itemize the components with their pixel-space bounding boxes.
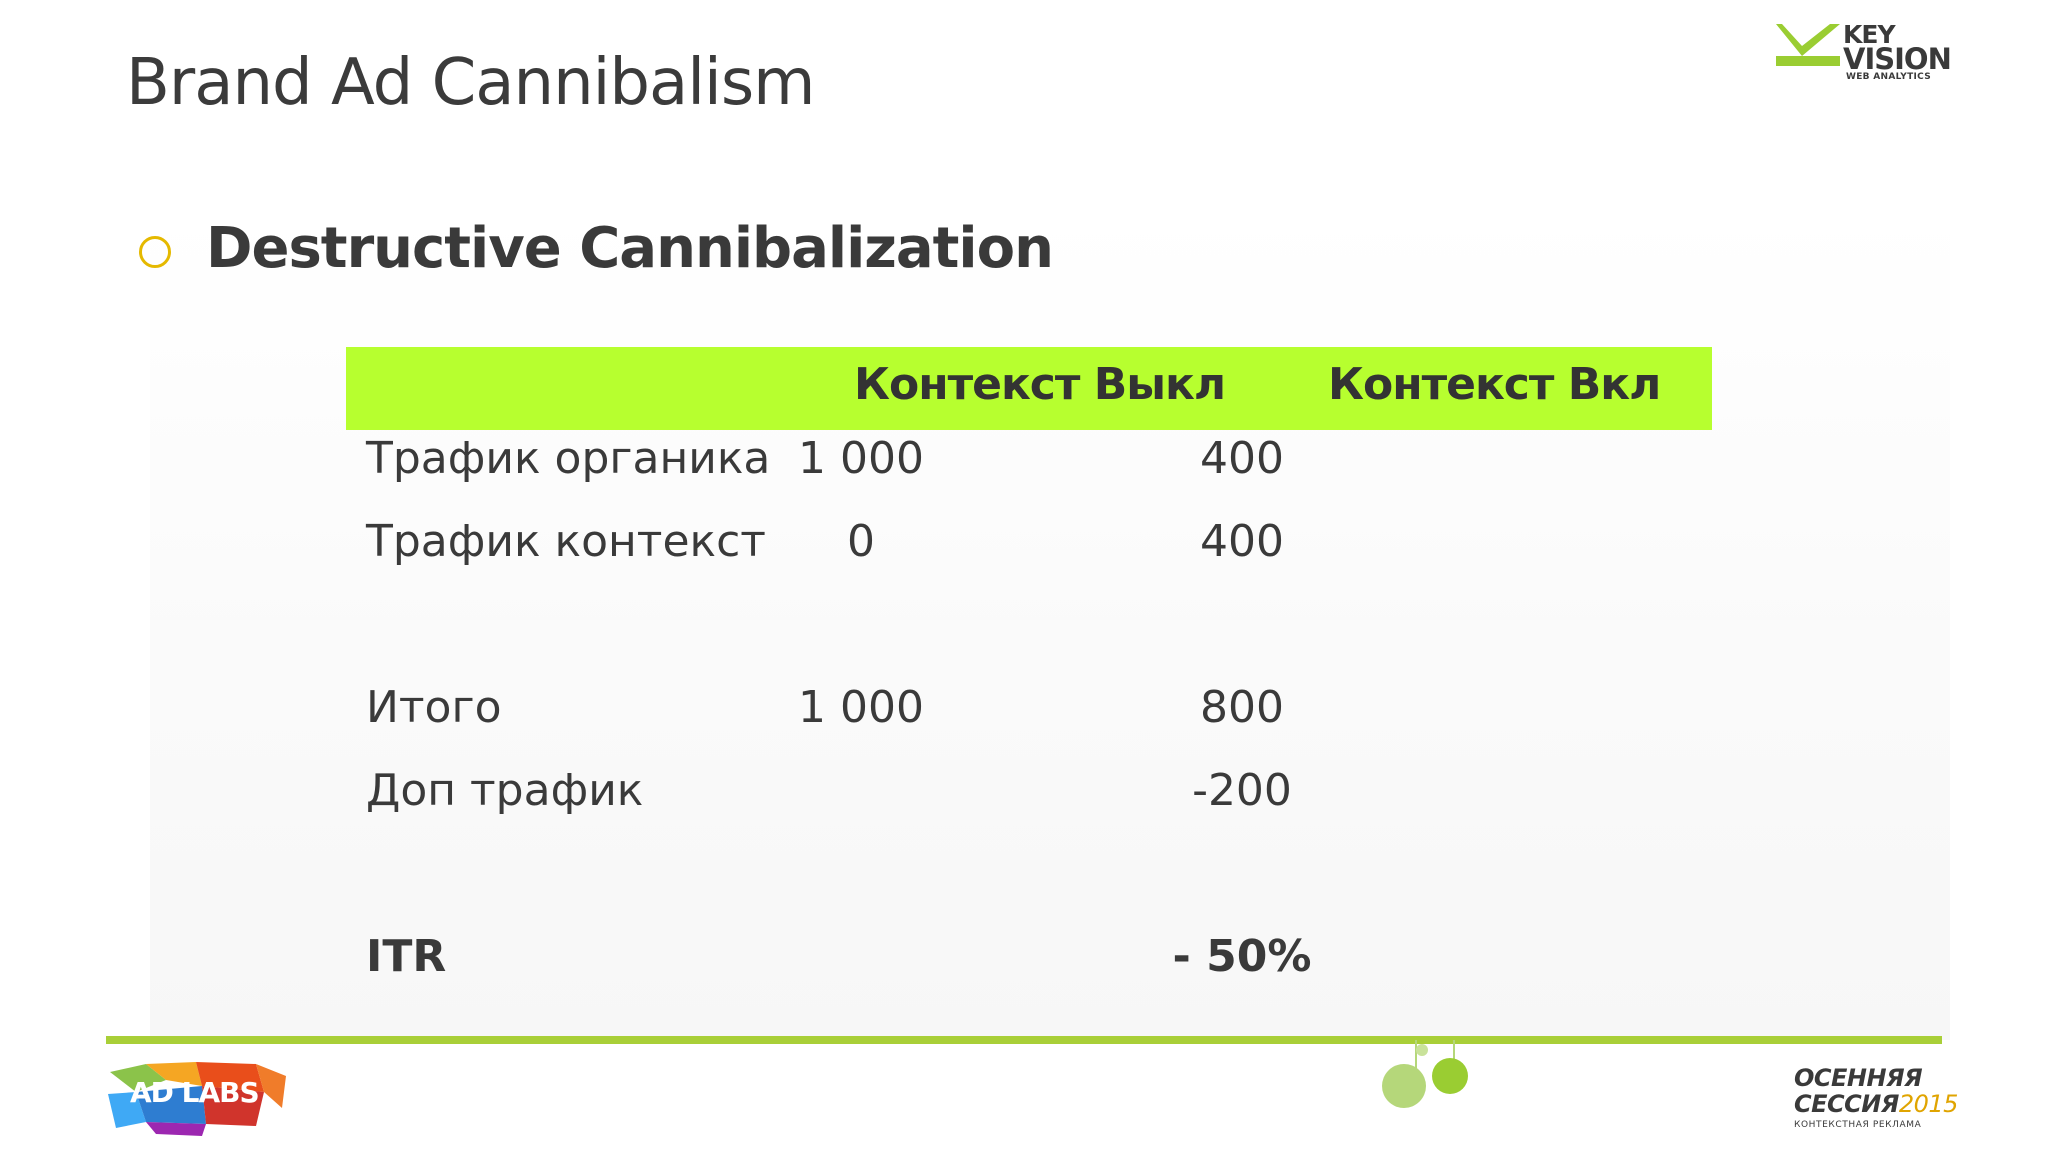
value-on: 400 [1200, 433, 1284, 484]
value-off: 1 000 [798, 682, 924, 733]
footer-divider [106, 1036, 1942, 1044]
session-year: 2015 [1898, 1090, 1959, 1118]
slide-title: Brand Ad Cannibalism [126, 46, 815, 120]
table-row-empty [346, 599, 1712, 663]
value-off: 0 [847, 516, 875, 567]
row-label: ITR [366, 931, 447, 982]
value-on: - 50% [1172, 931, 1312, 982]
value-on: 400 [1200, 516, 1284, 567]
row-label: Доп трафик [366, 765, 644, 816]
table-row: Доп трафик -200 [346, 765, 1712, 829]
value-off: 1 000 [798, 433, 924, 484]
row-label: Трафик органика [366, 433, 771, 484]
table-row: Трафик контекст 0 400 [346, 516, 1712, 580]
session-subtitle: КОНТЕКСТНАЯ РЕКЛАМА [1794, 1120, 1922, 1130]
checkmark-logo-icon [1776, 24, 1840, 66]
bullet-circle-icon [139, 236, 171, 268]
logo-text-key: KEY [1843, 20, 1896, 49]
adlabs-logo-text: AD LABS [130, 1076, 260, 1109]
table-row: ITR - 50% [346, 931, 1712, 995]
column-header-off: Контекст Выкл [854, 359, 1226, 410]
row-label: Итого [366, 682, 502, 733]
row-label: Трафик контекст [366, 516, 766, 567]
value-on: -200 [1192, 765, 1292, 816]
key-vision-logo: KEY VISION WEB ANALYTICS [1776, 20, 1952, 84]
autumn-session-logo: ОСЕННЯЯ СЕССИЯ2015 КОНТЕКСТНАЯ РЕКЛАМА [1790, 1064, 1958, 1134]
session-line1: ОСЕННЯЯ [1794, 1064, 1923, 1092]
adlabs-logo-shape-icon [108, 1062, 286, 1136]
session-line2: СЕССИЯ2015 [1794, 1090, 1958, 1118]
adlabs-logo: AD LABS [106, 1058, 286, 1136]
section-heading: Destructive Cannibalization [206, 216, 1054, 281]
logo-text-vision: VISION [1843, 42, 1952, 76]
logo-subtitle: WEB ANALYTICS [1846, 72, 1932, 82]
table-row: Итого 1 000 800 [346, 682, 1712, 746]
decorative-leaves-icon [1370, 1040, 1480, 1110]
table-row: Трафик органика 1 000 400 [346, 433, 1712, 497]
column-header-on: Контекст Вкл [1328, 359, 1661, 410]
session-word: СЕССИЯ [1794, 1090, 1899, 1118]
table-row-empty [346, 848, 1712, 912]
value-on: 800 [1200, 682, 1284, 733]
table-header-row: Контекст Выкл Контекст Вкл [346, 347, 1712, 430]
